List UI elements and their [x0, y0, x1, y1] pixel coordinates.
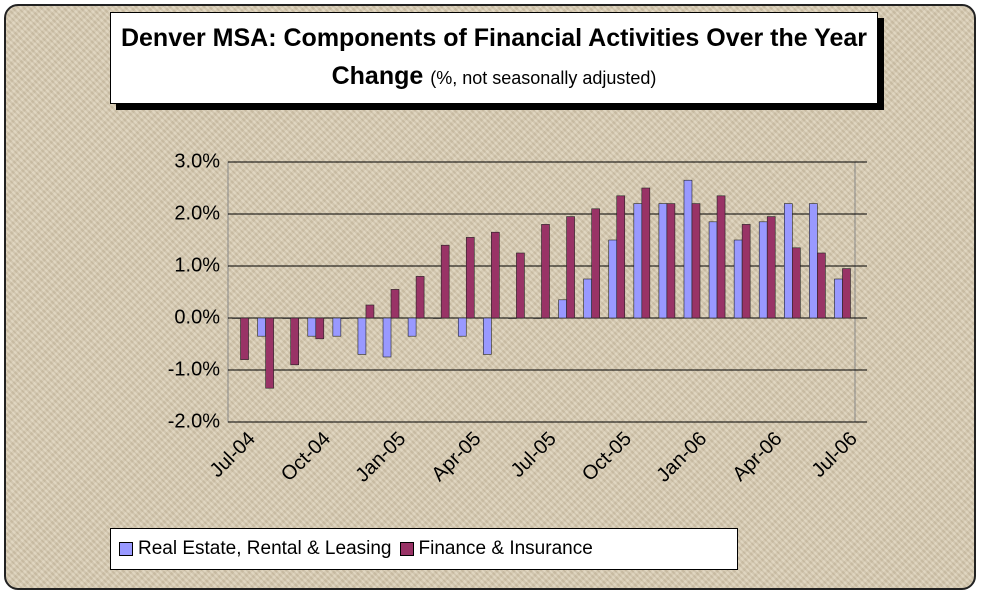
bar — [791, 247, 801, 319]
bar — [457, 317, 467, 337]
legend-swatch — [119, 542, 133, 556]
bar — [533, 317, 542, 319]
bar — [641, 187, 651, 319]
legend-label: Finance & Insurance — [418, 538, 593, 559]
bar — [516, 252, 525, 319]
bar — [583, 278, 592, 319]
bar — [357, 317, 367, 355]
bar — [390, 289, 400, 319]
x-tick-label: Jan-05 — [351, 428, 410, 487]
legend: Real Estate, Rental & Leasing Finance & I… — [110, 528, 738, 570]
bar — [766, 216, 776, 319]
bar — [817, 252, 826, 319]
bar — [783, 203, 793, 319]
bar — [483, 317, 492, 355]
x-tick-label: Jul-05 — [507, 428, 561, 482]
bar — [566, 216, 575, 319]
bar — [315, 317, 325, 340]
bar — [340, 317, 350, 319]
bar — [440, 244, 450, 319]
bar — [633, 203, 643, 319]
y-tick-label: 2.0% — [174, 202, 220, 224]
bar — [758, 221, 768, 319]
bar — [616, 195, 626, 319]
y-tick-label: 3.0% — [174, 150, 220, 172]
x-tick-label: Apr-06 — [728, 428, 786, 486]
bar — [465, 237, 475, 319]
legend-swatch — [399, 542, 414, 556]
bar — [415, 276, 425, 319]
y-tick-label: -1.0% — [168, 358, 220, 380]
chart-title: Denver MSA: Components of Financial Acti… — [111, 13, 877, 97]
bar — [332, 317, 342, 337]
bar — [282, 317, 292, 319]
bar — [232, 317, 241, 319]
bar — [608, 239, 618, 319]
title-text: Denver MSA: Components of Financial Acti… — [120, 24, 868, 90]
bar — [407, 317, 417, 337]
bar — [432, 317, 442, 319]
bar — [733, 239, 743, 319]
bar — [491, 231, 500, 319]
bar — [541, 224, 550, 319]
bar — [809, 203, 818, 319]
x-tick-label: Apr-05 — [428, 428, 486, 486]
bar — [716, 195, 726, 319]
bar — [240, 317, 249, 360]
bar — [257, 317, 266, 337]
bar — [508, 317, 517, 319]
bar — [558, 299, 567, 319]
y-tick-label: 0.0% — [174, 306, 220, 328]
legend-label: Real Estate, Rental & Leasing — [138, 538, 392, 559]
bar — [834, 278, 843, 319]
bar — [708, 221, 718, 319]
x-tick-label: Jul-06 — [808, 428, 862, 482]
bar — [658, 203, 668, 319]
bar — [290, 317, 300, 366]
x-tick-label: Jul-04 — [206, 428, 260, 482]
bar — [365, 304, 375, 319]
chart-subtitle: (%, not seasonally adjusted) — [430, 68, 657, 88]
y-tick-label: -2.0% — [168, 410, 220, 432]
bar — [591, 208, 600, 319]
bar — [691, 203, 701, 319]
bar — [265, 317, 274, 389]
title-box: Denver MSA: Components of Financial Acti… — [110, 12, 878, 104]
bar — [307, 317, 317, 337]
bar — [666, 203, 676, 319]
x-tick-label: Oct-05 — [578, 428, 636, 486]
bar — [683, 179, 693, 319]
bar — [741, 224, 751, 319]
x-tick-label: Jan-06 — [652, 428, 711, 487]
bar — [842, 268, 851, 319]
bar — [382, 317, 392, 358]
x-tick-label: Oct-04 — [277, 428, 335, 486]
y-tick-label: 1.0% — [174, 254, 220, 276]
